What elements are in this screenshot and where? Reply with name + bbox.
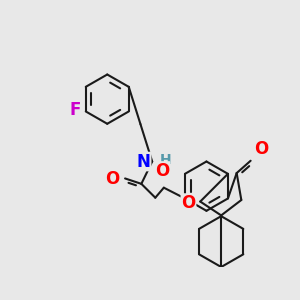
Text: H: H [160,153,172,167]
Text: O: O [155,162,169,180]
Text: O: O [254,140,269,158]
Text: F: F [70,101,81,119]
Text: O: O [181,194,196,212]
Text: O: O [105,170,120,188]
Text: N: N [137,152,151,170]
